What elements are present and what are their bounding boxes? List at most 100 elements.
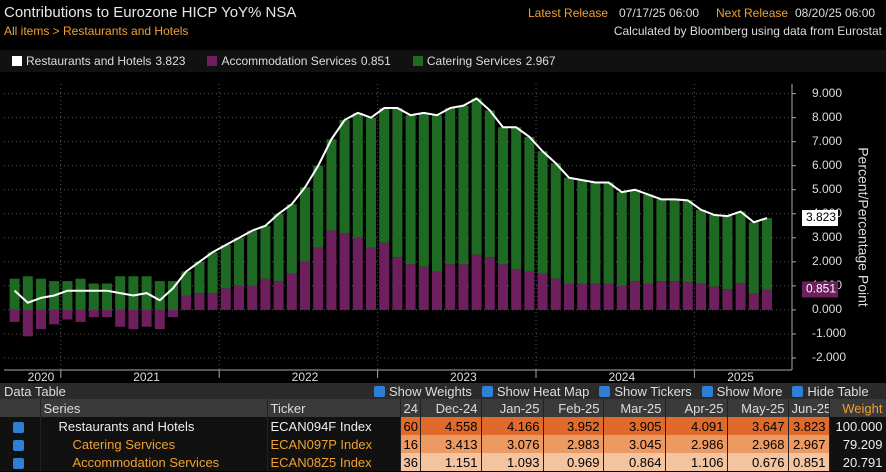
chart: -2.000-1.0000.0001.0002.0003.0004.0005.0… xyxy=(4,84,871,382)
bar-segment xyxy=(300,187,310,262)
source: Calculated by Bloomberg using data from … xyxy=(613,24,882,38)
y-tick-label: 2.000 xyxy=(812,254,842,268)
toolbar-button[interactable]: Hide Table xyxy=(807,383,869,399)
table-cell: 2.968 xyxy=(727,435,789,453)
table-cell: 3.952 xyxy=(543,417,604,435)
toolbar-button[interactable]: Show More xyxy=(716,383,783,399)
bar-segment xyxy=(603,182,614,284)
table-cell: 3.076 xyxy=(481,435,544,453)
bar-segment xyxy=(194,293,205,310)
bar-segment xyxy=(128,276,139,310)
table-cell: 3.823 xyxy=(788,417,830,435)
bar-segment xyxy=(735,283,746,310)
bar-segment xyxy=(630,189,640,282)
table-cell: Restaurants and Hotels xyxy=(40,417,268,435)
bar-segment xyxy=(9,278,20,310)
checkbox xyxy=(599,385,611,397)
bar-segment xyxy=(537,273,548,310)
bar-segment xyxy=(696,283,706,310)
bar-segment xyxy=(709,286,720,310)
table-cell: 3.413 xyxy=(420,435,482,453)
bar-segment xyxy=(313,165,324,248)
bar-segment xyxy=(286,273,297,310)
legend-item: Restaurants and Hotels 3.823 xyxy=(12,54,185,68)
bar-segment xyxy=(722,215,733,290)
header: Contributions to Eurozone HICP YoY% NSA … xyxy=(0,0,886,40)
y-tick-label: 5.000 xyxy=(812,182,842,196)
bar-segment xyxy=(445,108,456,265)
checkbox xyxy=(701,385,713,397)
table-cell: 100.000 xyxy=(829,417,886,435)
table-cell: Catering Services xyxy=(40,435,268,453)
bar-segment xyxy=(379,108,390,243)
table-row: Catering Services ECAN097P Index 16 3.413 3.… xyxy=(0,435,886,453)
bar-segment xyxy=(181,295,192,310)
header-cell: Dec-24 xyxy=(420,399,482,417)
table-cell: 2.983 xyxy=(543,435,604,453)
bar-segment xyxy=(498,264,508,310)
bar-segment xyxy=(247,285,258,310)
header-cell: Mar-25 xyxy=(603,399,666,417)
bar-segment xyxy=(669,281,680,310)
table-cell: 36 xyxy=(400,453,421,471)
bar-segment xyxy=(590,283,601,310)
legend-swatch xyxy=(412,56,423,66)
header-cell: 24 xyxy=(400,399,421,417)
bar-segment xyxy=(458,105,469,265)
toolbar-button[interactable]: Show Weights xyxy=(389,383,472,399)
bar-segment xyxy=(247,230,258,286)
bar-segment xyxy=(154,309,165,330)
header-cell: May-25 xyxy=(727,399,789,417)
bar-segment xyxy=(537,151,548,274)
table-cell: 1.151 xyxy=(420,453,482,471)
value-box xyxy=(802,281,838,298)
bar-segment xyxy=(154,281,165,310)
y-tick-label: -2.000 xyxy=(812,350,846,364)
header-cell: Jan-25 xyxy=(481,399,544,417)
table-cell: 3.905 xyxy=(603,417,666,435)
bar-segment xyxy=(141,309,152,327)
bar-segment xyxy=(62,281,73,310)
next-label: Next Release xyxy=(716,6,789,20)
bar-segment xyxy=(405,264,416,310)
table-cell: 2.967 xyxy=(788,435,830,453)
row-icons xyxy=(0,435,41,453)
table-cell: 4.558 xyxy=(420,417,482,435)
bar-segment xyxy=(260,278,271,310)
bar-segment xyxy=(181,271,192,296)
bar-segment xyxy=(379,242,390,310)
bar-segment xyxy=(207,252,218,294)
legend-item: Catering Services 2.967 xyxy=(412,54,556,68)
table-cell: 0.851 xyxy=(788,453,830,471)
legend-label: Accommodation Services xyxy=(221,54,357,68)
bar-segment xyxy=(49,309,60,325)
bar-segment xyxy=(392,257,403,310)
bar-segment xyxy=(603,283,614,310)
row-icons xyxy=(0,453,41,471)
bar-segment xyxy=(669,199,680,282)
header-cell: Weight xyxy=(829,399,886,417)
table-cell: 3.647 xyxy=(727,417,789,435)
header-cell: Apr-25 xyxy=(665,399,728,417)
bar-segment xyxy=(339,120,350,234)
bar-segment xyxy=(300,261,310,310)
legend-swatch xyxy=(12,56,22,66)
bar-segment xyxy=(392,108,403,258)
toolbar-button[interactable]: Show Heat Map xyxy=(496,383,590,399)
x-tick-label: 2021 xyxy=(133,370,160,382)
bar-segment xyxy=(616,192,627,286)
bar-segment xyxy=(524,136,535,272)
x-tick-label: 2025 xyxy=(727,370,754,382)
bar-segment xyxy=(88,283,99,310)
y-axis-label: Percent/Percentage Point xyxy=(855,147,871,307)
table-cell: Accommodation Services xyxy=(40,453,268,471)
bar-segment xyxy=(168,309,178,318)
bar-segment xyxy=(115,309,126,327)
toolbar-button[interactable]: Show Tickers xyxy=(614,383,692,399)
title: Contributions to Eurozone HICP YoY% NSA xyxy=(4,4,297,21)
breadcrumb[interactable]: All items > Restaurants and Hotels xyxy=(4,24,189,38)
table-cell: 0.864 xyxy=(603,453,666,471)
bar-segment xyxy=(207,293,218,310)
legend-value: 2.967 xyxy=(525,54,556,68)
